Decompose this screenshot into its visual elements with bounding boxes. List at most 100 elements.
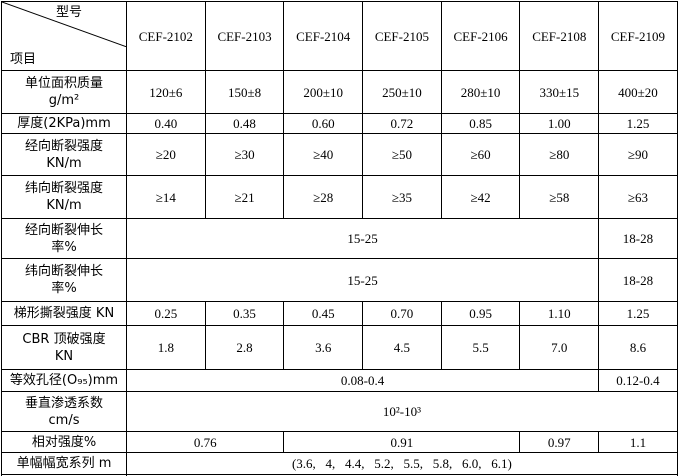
label-line: 纬向断裂伸长 [24, 264, 103, 279]
row-label: 纬向断裂伸长 率% [1, 258, 127, 302]
table-row: 单幅幅宽系列 m (3.6, 4, 4.4, 5.2, 5.5, 5.8, 6.0… [1, 452, 678, 475]
value-cell: 7.0 [519, 325, 600, 370]
value-cell: 0.35 [204, 301, 285, 326]
label-line: 经向断裂伸长 [24, 222, 103, 238]
row-label: 经向断裂强度 KN/m [1, 133, 127, 176]
model-header: CEF-2109 [598, 1, 678, 71]
corner-top: 型号 [55, 5, 82, 20]
row-label: 垂直渗透系数 cm/s [1, 391, 127, 432]
row-label: 单位面积质量 g/m² [1, 70, 127, 114]
label-line: 单位面积质量 [24, 76, 103, 91]
label-line: CBR 顶破强度 [22, 331, 106, 347]
value-cell: 0.72 [362, 113, 442, 134]
value-cell: ≥21 [204, 175, 285, 219]
label-line: 单幅幅宽系列 m [16, 456, 112, 471]
table-row: 纬向断裂强度 KN/m ≥14 ≥21 ≥28 ≥35 ≥42 ≥58 ≥63 [1, 175, 678, 219]
value-cell: 3.6 [283, 325, 364, 370]
value-cell: ≥20 [126, 133, 206, 176]
value-cell: 根据用户要求定，单卷重量小于 1500 公斤 [126, 474, 678, 476]
model-header: CEF-2102 [126, 1, 206, 71]
value-cell: 10²-10³ [126, 391, 678, 432]
value-cell: 1.25 [598, 301, 678, 326]
label-line: 率% [51, 281, 77, 296]
table-row: 厚度(2KPa)mm 0.40 0.48 0.60 0.72 0.85 1.00 1.25 [1, 113, 678, 134]
value-cell: 0.95 [440, 301, 521, 326]
value-cell: 200±10 [283, 70, 364, 114]
value-cell: 0.40 [126, 113, 206, 134]
model-header: CEF-2105 [362, 1, 442, 71]
value-cell: 4.5 [362, 325, 442, 370]
value-cell: 0.08-0.4 [125, 369, 600, 392]
label-line: 梯形撕裂强度 KN [13, 306, 115, 321]
row-label: CBR 顶破强度 KN [1, 325, 127, 370]
value-cell: 330±15 [519, 70, 600, 114]
value-cell: ≥30 [204, 133, 285, 176]
label-line: 率% [51, 239, 77, 255]
row-label: 厚度(2KPa)mm [1, 113, 127, 134]
value-cell: ≥58 [519, 175, 600, 219]
label-line: cm/s [48, 412, 80, 428]
table-row: 单卷长度 m根据用户要求定，单卷重量小于 1500 公斤 [1, 474, 678, 476]
value-cell: ≥42 [440, 175, 521, 219]
value-cell: 18-28 [598, 218, 678, 259]
value-cell: 1.1 [598, 431, 678, 453]
label-line: KN [54, 348, 74, 364]
value-cell: ≥14 [126, 175, 206, 219]
model-header: CEF-2103 [204, 1, 285, 71]
label-line: KN/m [46, 155, 82, 171]
model-header: CEF-2108 [519, 1, 600, 71]
value-cell: 0.70 [362, 301, 442, 326]
value-cell: 250±10 [362, 70, 442, 114]
value-cell: 18-28 [598, 258, 678, 302]
value-cell: 280±10 [440, 70, 521, 114]
value-cell: ≥35 [362, 175, 442, 219]
value-cell: ≥40 [283, 133, 364, 176]
table-row: 经向断裂强度 KN/m ≥20 ≥30 ≥40 ≥50 ≥60 ≥80 ≥90 [1, 133, 678, 176]
value-cell: 1.00 [519, 113, 600, 134]
value-cell: 15-25 [125, 218, 600, 259]
label-line: 相对强度% [31, 434, 97, 450]
value-cell: ≥63 [598, 175, 678, 219]
value-cell: 5.5 [440, 325, 521, 370]
model-header: CEF-2104 [283, 1, 364, 71]
table-row: 纬向断裂伸长 率% 15-25 18-28 [1, 258, 678, 302]
value-cell: ≥60 [440, 133, 521, 176]
row-label: 单卷长度 m [1, 474, 127, 476]
corner-cell: 型号 项目 [1, 1, 127, 71]
value-cell: ≥90 [598, 133, 678, 176]
row-label: 梯形撕裂强度 KN [1, 301, 127, 326]
table-row: 垂直渗透系数 cm/s 10²-10³ [1, 391, 678, 432]
value-cell: ≥28 [283, 175, 364, 219]
value-cell: 0.48 [204, 113, 285, 134]
header-row: 型号 项目 CEF-2102 CEF-2103 CEF-2104 CEF-2105 CE… [1, 1, 678, 71]
value-cell: 1.10 [519, 301, 600, 326]
label-line: 等效孔径(O₉₅)mm [9, 373, 119, 388]
value-cell: 15-25 [125, 258, 600, 302]
model-header: CEF-2106 [440, 1, 521, 71]
diagonal [2, 2, 127, 47]
row-label: 单幅幅宽系列 m [1, 452, 127, 475]
value-cell: 0.76 [125, 431, 285, 453]
table-row: 梯形撕裂强度 KN 0.25 0.35 0.45 0.70 0.95 1.10 1.25 [1, 301, 678, 326]
label-line: 经向断裂强度 [24, 138, 103, 154]
value-cell: 0.25 [126, 301, 206, 326]
label-line: 垂直渗透系数 [24, 395, 103, 411]
row-label: 等效孔径(O₉₅)mm [1, 369, 127, 392]
value-cell: ≥50 [362, 133, 442, 176]
row-label: 相对强度% [1, 431, 127, 453]
value-cell: 0.12-0.4 [598, 369, 678, 392]
table-row: 相对强度%0.760.910.971.11.02 [1, 431, 678, 453]
value-cell: 0.45 [283, 301, 364, 326]
value-cell: 2.8 [204, 325, 285, 370]
value-cell: (3.6, 4, 4.4, 5.2, 5.5, 5.8, 6.0, 6.1) [126, 452, 678, 475]
value-cell: 0.85 [440, 113, 521, 134]
value-cell: 8.6 [598, 325, 678, 370]
value-cell: 0.97 [519, 431, 600, 453]
label-line: g/m² [48, 93, 80, 108]
value-cell: 0.60 [283, 113, 364, 134]
corner-bottom: 项目 [10, 52, 37, 67]
table-row: CBR 顶破强度 KN 1.8 2.8 3.6 4.5 5.5 7.0 8.6 [1, 325, 678, 370]
row-label: 纬向断裂强度 KN/m [1, 175, 127, 219]
